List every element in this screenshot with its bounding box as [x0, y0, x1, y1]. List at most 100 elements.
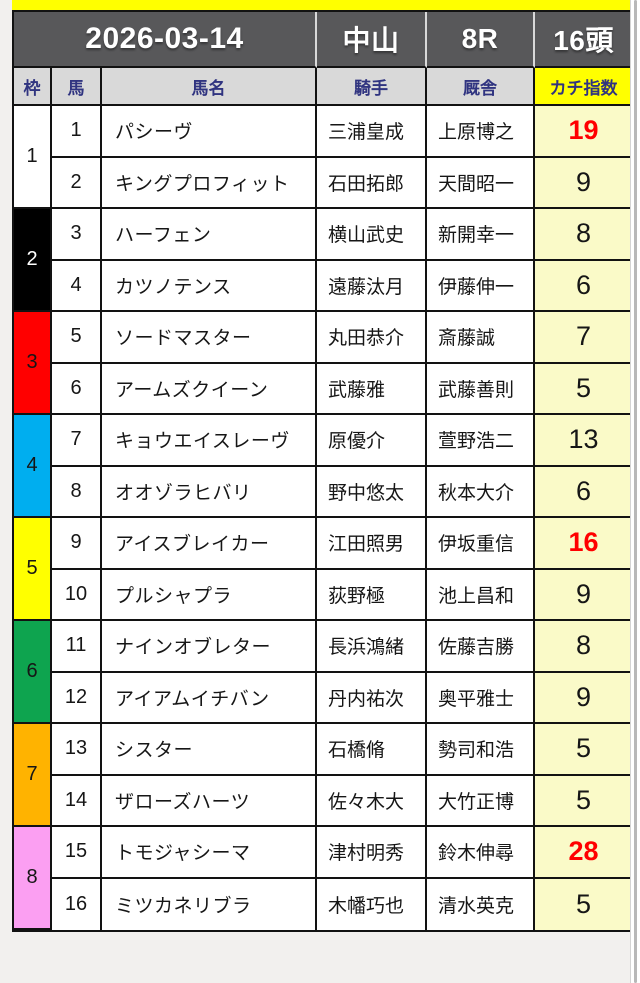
jockey-cell: 三浦皇成 [317, 106, 428, 158]
frame-number-cell: 8 [14, 827, 52, 930]
horse-name-cell: ハーフェン [102, 209, 318, 261]
index-cell: 8 [535, 621, 633, 673]
stable-cell: 斎藤誠 [427, 312, 536, 364]
jockey-cell: 丹内祐次 [317, 672, 428, 724]
horse-name-cell: アームズクイーン [102, 363, 318, 415]
column-header-row: 枠 馬 馬名 騎手 厩舎 カチ指数 [14, 68, 633, 106]
jockey-cell: 長浜鴻緒 [317, 621, 428, 673]
horse-row: 8 オオゾラヒバリ 野中悠太 秋本大介 6 [14, 466, 633, 518]
race-head-count: 16頭 [535, 12, 633, 68]
frame-number-cell: 6 [14, 621, 52, 724]
jockey-cell: 石橋脩 [317, 724, 428, 776]
race-date: 2026-03-14 [14, 12, 318, 68]
horse-row: 4 7 キョウエイスレーヴ 原優介 萱野浩二 13 [14, 415, 633, 518]
stable-cell: 池上昌和 [427, 569, 536, 621]
horse-row: 6 アームズクイーン 武藤雅 武藤善則 5 [14, 363, 633, 415]
stable-cell: 大竹正博 [427, 775, 536, 827]
horse-name-cell: シスター [102, 724, 318, 776]
horse-name-cell: キングプロフィット [102, 157, 318, 209]
index-cell: 6 [535, 260, 633, 312]
index-cell: 9 [535, 569, 633, 621]
horse-row: 6 11 ナインオブレター 長浜鴻緒 佐藤吉勝 8 [14, 621, 633, 724]
horse-table-body: 1 1 パシーヴ 三浦皇成 上原博之 19 2 キングプロフィット 石田拓郎 天間昭一 9 2 3 ハーフ… [14, 106, 633, 930]
horse-number-cell: 16 [52, 878, 102, 930]
index-cell: 5 [535, 775, 633, 827]
index-cell: 9 [535, 672, 633, 724]
horse-number-cell: 14 [52, 775, 102, 827]
index-cell: 16 [535, 518, 633, 570]
jockey-cell: 佐々木大 [317, 775, 428, 827]
stable-cell: 秋本大介 [427, 466, 536, 518]
horse-name-cell: プルシャプラ [102, 569, 318, 621]
horse-number-cell: 3 [52, 209, 102, 261]
horse-name-cell: カツノテンス [102, 260, 318, 312]
jockey-cell: 遠藤汰月 [317, 260, 428, 312]
race-header-row: 2026-03-14 中山 8R 16頭 [14, 12, 633, 68]
horse-name-cell: トモジャシーマ [102, 827, 318, 879]
horse-name-cell: ミツカネリブラ [102, 878, 318, 930]
horse-name-cell: パシーヴ [102, 106, 318, 158]
horse-number-cell: 10 [52, 569, 102, 621]
horse-number-cell: 12 [52, 672, 102, 724]
horse-name-cell: ナインオブレター [102, 621, 318, 673]
jockey-cell: 武藤雅 [317, 363, 428, 415]
stable-cell: 伊藤伸一 [427, 260, 536, 312]
jockey-cell: 原優介 [317, 415, 428, 467]
stable-cell: 武藤善則 [427, 363, 536, 415]
index-cell: 28 [535, 827, 633, 879]
stable-cell: 勢司和浩 [427, 724, 536, 776]
horse-row: 1 1 パシーヴ 三浦皇成 上原博之 19 [14, 106, 633, 209]
vertical-scrollbar[interactable] [630, 0, 640, 983]
frame-number-cell: 5 [14, 518, 52, 621]
horse-number-cell: 6 [52, 363, 102, 415]
jockey-cell: 石田拓郎 [317, 157, 428, 209]
race-venue: 中山 [317, 12, 428, 68]
horse-number-cell: 4 [52, 260, 102, 312]
col-stable: 厩舎 [427, 68, 536, 106]
jockey-cell: 木幡巧也 [317, 878, 428, 930]
horse-number-cell: 13 [52, 724, 102, 776]
horse-name-cell: オオゾラヒバリ [102, 466, 318, 518]
stable-cell: 新開幸一 [427, 209, 536, 261]
index-cell: 7 [535, 312, 633, 364]
horse-row: 4 カツノテンス 遠藤汰月 伊藤伸一 6 [14, 260, 633, 312]
index-cell: 5 [535, 878, 633, 930]
stable-cell: 奥平雅士 [427, 672, 536, 724]
stable-cell: 佐藤吉勝 [427, 621, 536, 673]
index-cell: 5 [535, 724, 633, 776]
index-cell: 8 [535, 209, 633, 261]
col-frame: 枠 [14, 68, 52, 106]
index-cell: 9 [535, 157, 633, 209]
horse-row: 2 キングプロフィット 石田拓郎 天間昭一 9 [14, 157, 633, 209]
horse-name-cell: アイアムイチバン [102, 672, 318, 724]
horse-number-cell: 7 [52, 415, 102, 467]
horse-number-cell: 1 [52, 106, 102, 158]
frame-number-cell: 2 [14, 209, 52, 312]
horse-row: 10 プルシャプラ 荻野極 池上昌和 9 [14, 569, 633, 621]
horse-row: 3 5 ソードマスター 丸田恭介 斎藤誠 7 [14, 312, 633, 415]
stable-cell: 上原博之 [427, 106, 536, 158]
race-number: 8R [427, 12, 536, 68]
col-jockey: 騎手 [317, 68, 428, 106]
horse-number-cell: 5 [52, 312, 102, 364]
horse-name-cell: アイスブレイカー [102, 518, 318, 570]
horse-number-cell: 15 [52, 827, 102, 879]
frame-number-cell: 3 [14, 312, 52, 415]
index-cell: 5 [535, 363, 633, 415]
col-name: 馬名 [102, 68, 318, 106]
scrollbar-thumb[interactable] [634, 0, 637, 983]
jockey-cell: 江田照男 [317, 518, 428, 570]
horse-row: 8 15 トモジャシーマ 津村明秀 鈴木伸尋 28 [14, 827, 633, 930]
horse-row: 5 9 アイスブレイカー 江田照男 伊坂重信 16 [14, 518, 633, 621]
index-cell: 6 [535, 466, 633, 518]
frame-number-cell: 4 [14, 415, 52, 518]
horse-name-cell: ソードマスター [102, 312, 318, 364]
col-index: カチ指数 [535, 68, 633, 106]
stable-cell: 清水英克 [427, 878, 536, 930]
horse-row: 12 アイアムイチバン 丹内祐次 奥平雅士 9 [14, 672, 633, 724]
frame-number-cell: 1 [14, 106, 52, 209]
race-table: 2026-03-14 中山 8R 16頭 枠 馬 馬名 騎手 厩舎 カチ指数 1… [12, 10, 635, 932]
horse-number-cell: 2 [52, 157, 102, 209]
jockey-cell: 荻野極 [317, 569, 428, 621]
